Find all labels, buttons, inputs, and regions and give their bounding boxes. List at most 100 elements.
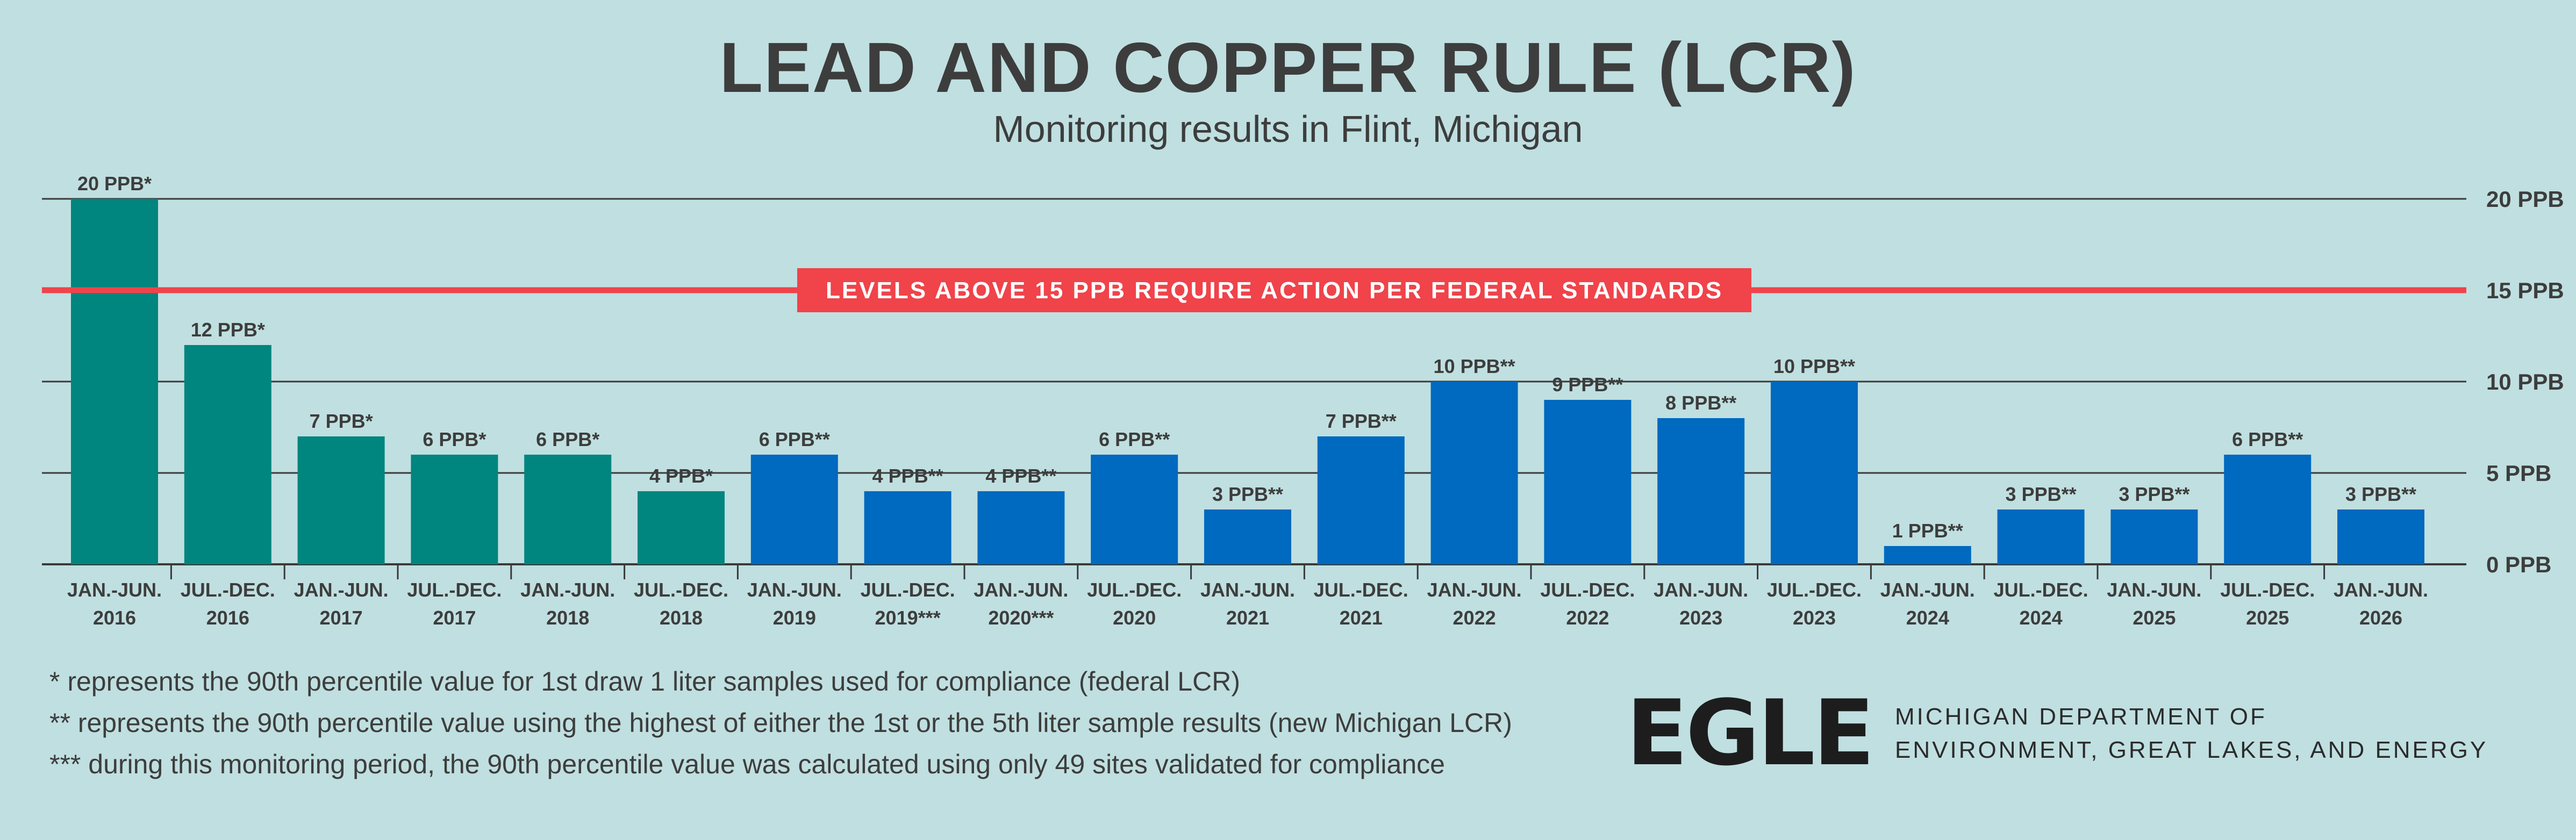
x-tick-label-year: 2024 — [2020, 607, 2063, 629]
x-tick-label-year: 2017 — [320, 607, 363, 629]
x-tick-label-period: JUL.-DEC. — [407, 579, 502, 601]
data-label: 4 PPB** — [872, 465, 943, 487]
bar — [1657, 418, 1745, 564]
lead-levels-bar-chart: LEVELS ABOVE 15 PPB REQUIRE ACTION PER F… — [42, 173, 2564, 629]
bar — [184, 345, 271, 564]
department-name-line2: ENVIRONMENT, GREAT LAKES, AND ENERGY — [1895, 737, 2488, 763]
bar — [524, 455, 612, 564]
x-tick-label-year: 2018 — [660, 607, 703, 629]
footnote-triple-star: *** during this monitoring period, the 9… — [49, 749, 1445, 779]
x-tick-label-year: 2021 — [1340, 607, 1383, 629]
x-tick-label-year: 2025 — [2246, 607, 2289, 629]
x-tick-label-year: 2016 — [206, 607, 249, 629]
x-tick-label-year: 2019 — [773, 607, 816, 629]
bar — [71, 199, 158, 564]
y-tick-label: 15 PPB — [2486, 278, 2564, 303]
data-label: 3 PPB** — [2119, 483, 2189, 505]
bar — [638, 491, 725, 564]
data-label: 6 PPB** — [1099, 428, 1170, 450]
x-tick-label-period: JUL.-DEC. — [181, 579, 275, 601]
data-label: 12 PPB* — [191, 319, 265, 341]
x-tick-label-period: JAN.-JUN. — [1654, 579, 1748, 601]
x-tick-label-period: JUL.-DEC. — [2220, 579, 2315, 601]
x-tick-label-year: 2020*** — [988, 607, 1054, 629]
x-tick-label-period: JUL.-DEC. — [861, 579, 955, 601]
x-tick-label-year: 2023 — [1793, 607, 1836, 629]
data-label: 4 PPB** — [985, 465, 1056, 487]
data-label: 10 PPB** — [1434, 355, 1515, 377]
x-tick-label-year: 2016 — [93, 607, 136, 629]
x-tick-label-period: JAN.-JUN. — [2334, 579, 2428, 601]
x-tick-label-year: 2020 — [1113, 607, 1156, 629]
x-tick-label-year: 2018 — [546, 607, 589, 629]
x-tick-label-period: JUL.-DEC. — [1767, 579, 1862, 601]
bar — [1204, 509, 1291, 564]
data-label: 7 PPB* — [310, 410, 373, 432]
data-label: 8 PPB** — [1665, 392, 1736, 414]
bar — [1997, 509, 2085, 564]
bar — [411, 455, 498, 564]
x-tick-label-year: 2017 — [433, 607, 476, 629]
department-name-line1: MICHIGAN DEPARTMENT OF — [1895, 703, 2267, 730]
bar — [1430, 382, 1518, 564]
data-label: 20 PPB* — [77, 173, 152, 195]
bar — [750, 455, 838, 564]
bar — [1091, 455, 1178, 564]
x-tick-label-year: 2025 — [2133, 607, 2176, 629]
x-tick-label-period: JUL.-DEC. — [1994, 579, 2088, 601]
x-tick-label-period: JUL.-DEC. — [634, 579, 728, 601]
bar — [1771, 382, 1858, 564]
x-tick-label-year: 2021 — [1226, 607, 1269, 629]
bar — [2337, 509, 2424, 564]
bar — [297, 436, 385, 564]
footnote-single-star: * represents the 90th percentile value f… — [49, 666, 1240, 697]
data-label: 6 PPB* — [423, 428, 486, 450]
page-subtitle: Monitoring results in Flint, Michigan — [993, 108, 1583, 150]
footnotes: * represents the 90th percentile value f… — [49, 661, 1512, 785]
y-tick-label: 5 PPB — [2486, 461, 2551, 486]
bar — [864, 491, 951, 564]
data-label: 3 PPB** — [1212, 483, 1283, 505]
data-label: 4 PPB* — [649, 465, 713, 487]
x-tick-label-period: JAN.-JUN. — [520, 579, 615, 601]
data-label: 1 PPB** — [1892, 520, 1963, 542]
bar — [1544, 400, 1632, 564]
data-label: 9 PPB** — [1552, 374, 1623, 396]
data-label: 6 PPB** — [759, 428, 830, 450]
x-tick-label-year: 2022 — [1453, 607, 1496, 629]
bar — [2224, 455, 2312, 564]
x-tick-label-period: JAN.-JUN. — [1427, 579, 1522, 601]
bar — [2110, 509, 2198, 564]
bar — [1317, 436, 1405, 564]
x-tick-label-period: JUL.-DEC. — [1314, 579, 1408, 601]
x-tick-label-period: JAN.-JUN. — [747, 579, 842, 601]
x-tick-label-period: JUL.-DEC. — [1087, 579, 1182, 601]
data-label: 3 PPB** — [2006, 483, 2077, 505]
y-tick-label: 10 PPB — [2486, 369, 2564, 394]
x-tick-label-period: JAN.-JUN. — [1880, 579, 1975, 601]
x-tick-label-period: JUL.-DEC. — [1540, 579, 1635, 601]
x-tick-label-period: JAN.-JUN. — [294, 579, 389, 601]
y-tick-label: 20 PPB — [2486, 186, 2564, 212]
data-label: 7 PPB** — [1326, 410, 1397, 432]
data-label: 6 PPB** — [2232, 428, 2303, 450]
bar — [1884, 546, 1971, 564]
department-name: MICHIGAN DEPARTMENT OF ENVIRONMENT, GREA… — [1895, 700, 2488, 767]
x-tick-label-year: 2026 — [2359, 607, 2402, 629]
x-tick-label-period: JAN.-JUN. — [67, 579, 162, 601]
action-level-label: LEVELS ABOVE 15 PPB REQUIRE ACTION PER F… — [826, 277, 1723, 304]
footnote-double-star: ** represents the 90th percentile value … — [49, 708, 1512, 738]
action-level-label-box — [797, 268, 1751, 312]
x-tick-label-year: 2022 — [1566, 607, 1609, 629]
x-tick-label-period: JAN.-JUN. — [1200, 579, 1295, 601]
x-tick-label-year: 2019*** — [875, 607, 941, 629]
data-label: 6 PPB* — [536, 428, 599, 450]
x-tick-label-period: JAN.-JUN. — [2107, 579, 2201, 601]
page-title: LEAD AND COPPER RULE (LCR) — [719, 28, 1857, 107]
bar — [977, 491, 1065, 564]
data-label: 3 PPB** — [2345, 483, 2416, 505]
y-tick-label: 0 PPB — [2486, 552, 2551, 577]
x-tick-label-year: 2024 — [1906, 607, 1949, 629]
x-tick-label-year: 2023 — [1679, 607, 1722, 629]
x-tick-label-period: JAN.-JUN. — [974, 579, 1068, 601]
